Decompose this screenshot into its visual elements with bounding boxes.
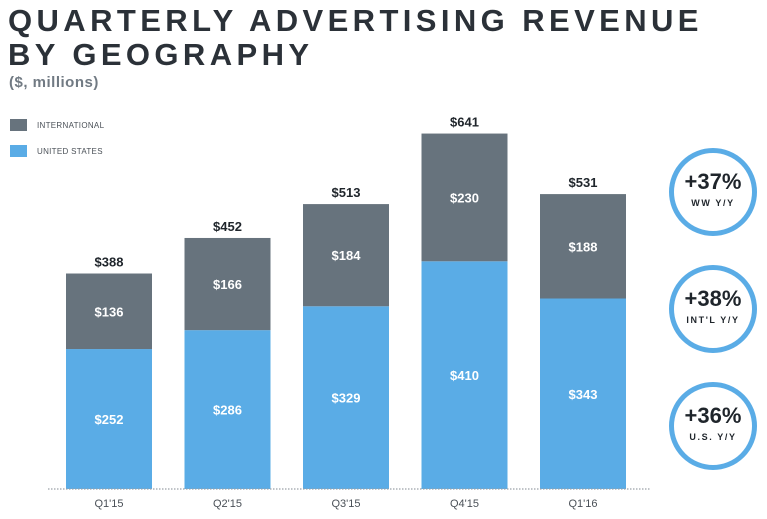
legend-swatch-united-states bbox=[10, 145, 27, 157]
callout-ww-label: WW Y/Y bbox=[691, 198, 735, 208]
chart-title: QUARTERLY ADVERTISING REVENUE BY GEOGRAP… bbox=[8, 4, 703, 72]
total-label-q4-15: $641 bbox=[450, 115, 479, 130]
total-label-q1-15: $388 bbox=[95, 255, 124, 270]
callout-ww-growth: +37% WW Y/Y bbox=[669, 148, 757, 236]
legend-item-united-states: UNITED STATES bbox=[10, 144, 104, 158]
total-label-q1-16: $531 bbox=[569, 175, 598, 190]
chart-title-line-2: BY GEOGRAPHY bbox=[8, 37, 314, 72]
data-label-us-q4-15: $410 bbox=[450, 368, 479, 383]
data-label-intl-q2-15: $166 bbox=[213, 277, 242, 292]
data-label-us-q2-15: $286 bbox=[213, 403, 242, 418]
bar-us-q2-15 bbox=[184, 330, 271, 489]
data-label-intl-q1-15: $136 bbox=[95, 304, 124, 319]
bar-intl-q1-16 bbox=[540, 194, 626, 299]
callout-ww-value: +37% bbox=[684, 169, 742, 194]
callout-us-label: U.S. Y/Y bbox=[689, 432, 737, 442]
bar-us-q3-15 bbox=[303, 306, 389, 489]
data-label-us-q3-15: $329 bbox=[332, 391, 361, 406]
total-label-q3-15: $513 bbox=[332, 185, 361, 200]
callout-us-growth: +36% U.S. Y/Y bbox=[669, 382, 757, 470]
x-tick-q3-15: Q3'15 bbox=[331, 498, 360, 510]
chart-subtitle: ($, millions) bbox=[9, 74, 99, 91]
total-label-q2-15: $452 bbox=[213, 219, 242, 234]
bar-intl-q2-15 bbox=[184, 237, 271, 331]
bar-us-q1-15 bbox=[66, 349, 152, 489]
callout-us-value: +36% bbox=[684, 403, 742, 428]
legend-label-international: INTERNATIONAL bbox=[37, 120, 105, 130]
x-tick-q1-16: Q1'16 bbox=[568, 498, 597, 510]
chart-title-line-1: QUARTERLY ADVERTISING REVENUE bbox=[8, 3, 703, 38]
legend-swatch-international bbox=[10, 119, 27, 131]
legend-item-international: INTERNATIONAL bbox=[10, 118, 104, 132]
data-label-us-q1-16: $343 bbox=[569, 387, 598, 402]
x-tick-q2-15: Q2'15 bbox=[213, 498, 242, 510]
bar-us-q1-16 bbox=[540, 298, 626, 489]
x-tick-q1-15: Q1'15 bbox=[94, 498, 123, 510]
bar-us-q4-15 bbox=[421, 261, 508, 489]
legend-label-united-states: UNITED STATES bbox=[37, 146, 103, 156]
callout-intl-growth: +38% INT'L Y/Y bbox=[669, 265, 757, 353]
legend: INTERNATIONAL UNITED STATES bbox=[10, 118, 104, 170]
callout-intl-label: INT'L Y/Y bbox=[686, 315, 740, 325]
callout-intl-value: +38% bbox=[684, 286, 742, 311]
data-label-intl-q1-16: $188 bbox=[569, 239, 598, 254]
bar-intl-q3-15 bbox=[303, 204, 389, 307]
bar-intl-q4-15 bbox=[421, 133, 508, 262]
bar-intl-q1-15 bbox=[66, 273, 152, 350]
data-label-intl-q3-15: $184 bbox=[332, 248, 362, 263]
data-label-us-q1-15: $252 bbox=[95, 412, 124, 427]
x-tick-q4-15: Q4'15 bbox=[450, 498, 479, 510]
data-label-intl-q4-15: $230 bbox=[450, 190, 479, 205]
